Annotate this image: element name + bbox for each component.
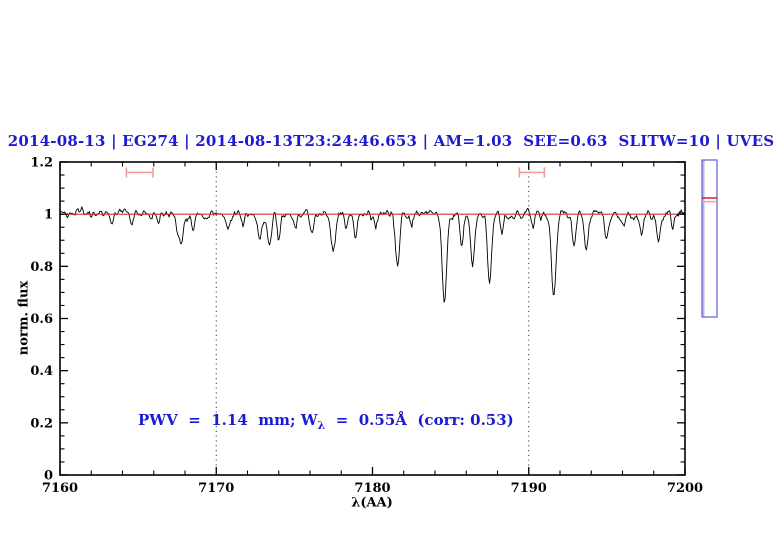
range-marker-1 [125, 167, 154, 178]
y-tick-label: 0.8 [30, 260, 53, 275]
pwv-annotation-lambda-subscript: λ [317, 419, 326, 432]
x-tick-label: 7160 [42, 481, 78, 496]
pwv-annotation-suffix: = 0.55Å (corr: 0.53) [325, 411, 514, 429]
spectrum-trace [59, 206, 686, 303]
x-axis-title: λ(AA) [351, 495, 393, 511]
y-axis-title: norm. flux [16, 280, 32, 356]
side-panel-box [701, 159, 718, 318]
x-tick-label: 7190 [511, 481, 547, 496]
range-marker-2 [518, 167, 546, 178]
x-tick-label: 7200 [667, 481, 703, 496]
pwv-annotation-prefix: PWV = 1.14 mm; W [138, 411, 318, 429]
y-tick-label: 1.2 [30, 156, 53, 171]
pwv-annotation: PWV = 1.14 mm; Wλ = 0.55Å (corr: 0.53) [138, 411, 514, 432]
y-tick-label: 0.2 [30, 416, 53, 431]
x-tick-label: 7180 [354, 481, 390, 496]
y-tick-label: 0 [44, 469, 53, 484]
y-tick-label: 0.4 [30, 364, 53, 379]
y-tick-label: 1 [44, 208, 53, 223]
x-tick-label: 7170 [198, 481, 234, 496]
figure-title: 2014-08-13 | EG274 | 2014-08-13T23:24:46… [7, 132, 775, 150]
y-tick-label: 0.6 [30, 312, 53, 327]
